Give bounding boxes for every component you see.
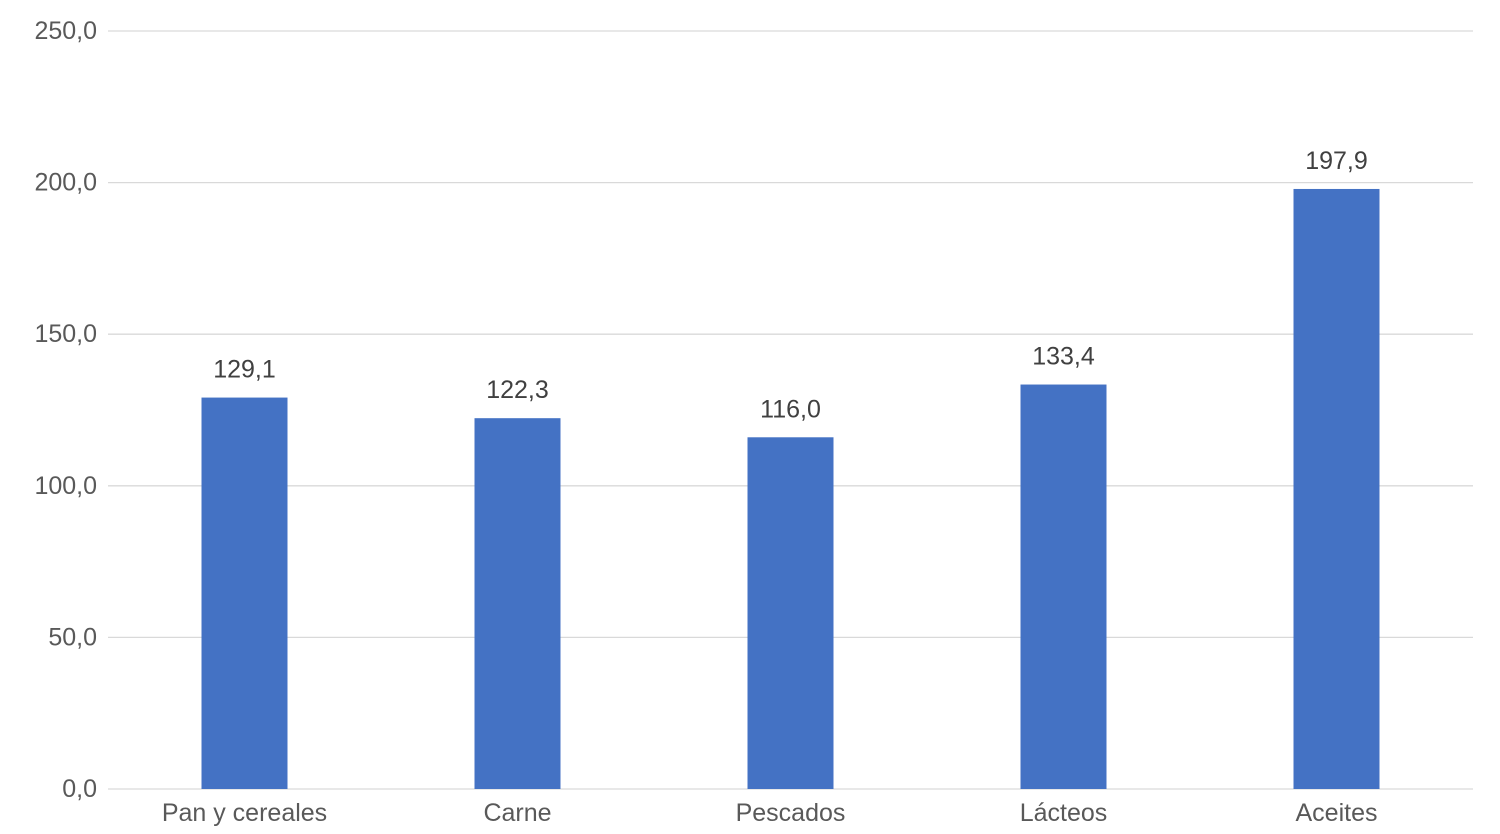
y-axis-ticks: 0,0 50,0 100,0 150,0 200,0 250,0 xyxy=(34,17,97,803)
bar-value-label: 122,3 xyxy=(486,376,549,404)
y-tick-label: 200,0 xyxy=(34,169,97,197)
bar-value-label: 129,1 xyxy=(213,356,276,384)
bar xyxy=(1293,188,1380,790)
data-labels: 129,1 122,3 116,0 133,4 197,9 xyxy=(213,147,1368,423)
bar xyxy=(474,418,561,789)
bar xyxy=(201,397,288,789)
x-axis-categories: Pan y cereales Carne Pescados Lácteos Aceite… xyxy=(162,799,1378,827)
x-category-label: Pan y cereales xyxy=(162,799,327,827)
y-tick-label: 150,0 xyxy=(34,320,97,348)
bars xyxy=(201,188,1380,790)
bar xyxy=(1020,384,1107,789)
bar-value-label: 133,4 xyxy=(1032,343,1095,371)
y-tick-label: 50,0 xyxy=(48,623,97,651)
x-category-label: Carne xyxy=(483,799,551,827)
y-tick-label: 0,0 xyxy=(62,775,97,803)
y-tick-label: 250,0 xyxy=(34,17,97,45)
bar-value-label: 116,0 xyxy=(760,395,821,423)
x-category-label: Lácteos xyxy=(1020,799,1108,827)
x-category-label: Aceites xyxy=(1296,799,1378,827)
bar-value-label: 197,9 xyxy=(1305,147,1368,175)
bar xyxy=(747,437,834,789)
x-category-label: Pescados xyxy=(736,799,846,827)
y-tick-label: 100,0 xyxy=(34,472,97,500)
